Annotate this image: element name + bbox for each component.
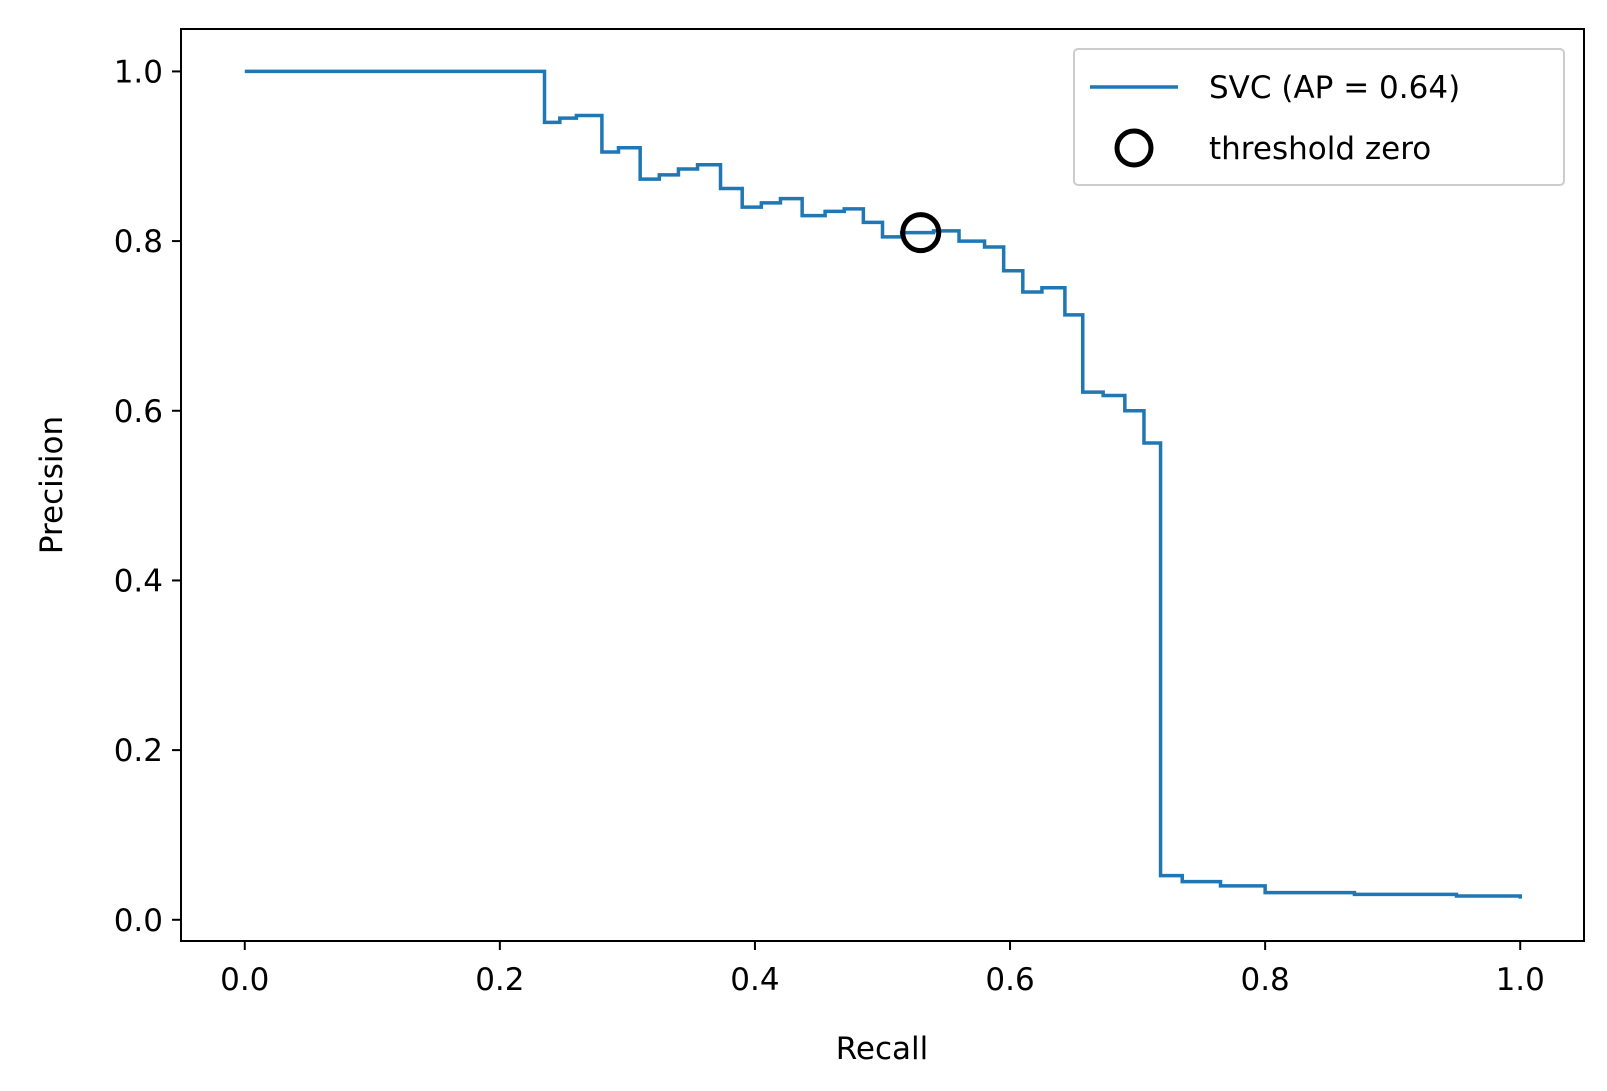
x-tick-label: 0.6 bbox=[985, 962, 1034, 998]
x-tick-label: 0.2 bbox=[475, 962, 524, 998]
y-tick-label: 0.2 bbox=[114, 733, 163, 769]
y-tick-label: 0.0 bbox=[114, 903, 163, 939]
x-tick-label: 0.8 bbox=[1240, 962, 1289, 998]
y-tick-label: 0.4 bbox=[114, 563, 163, 599]
x-axis-label: Recall bbox=[836, 1031, 929, 1067]
y-tick-label: 0.6 bbox=[114, 394, 163, 430]
legend-threshold-marker-icon bbox=[1114, 128, 1154, 168]
x-tick-label: 0.4 bbox=[730, 962, 779, 998]
legend-series-label: SVC (AP = 0.64) bbox=[1209, 70, 1460, 106]
legend: SVC (AP = 0.64) threshold zero bbox=[1073, 48, 1565, 186]
y-tick-label: 1.0 bbox=[114, 54, 163, 90]
y-tick-label: 0.8 bbox=[114, 224, 163, 260]
y-axis-label: Precision bbox=[34, 416, 70, 554]
x-tick-label: 0.0 bbox=[220, 962, 269, 998]
x-tick-label: 1.0 bbox=[1496, 962, 1545, 998]
axis-ticks: 0.0 0.2 0.4 0.6 0.8 1.0 0.0 0.2 0.4 0.6 0.8 1.0 bbox=[114, 54, 1545, 998]
series-layer bbox=[244, 69, 1522, 899]
legend-threshold-label: threshold zero bbox=[1209, 131, 1431, 167]
legend-box bbox=[1073, 48, 1565, 186]
threshold-zero-marker bbox=[900, 212, 942, 254]
